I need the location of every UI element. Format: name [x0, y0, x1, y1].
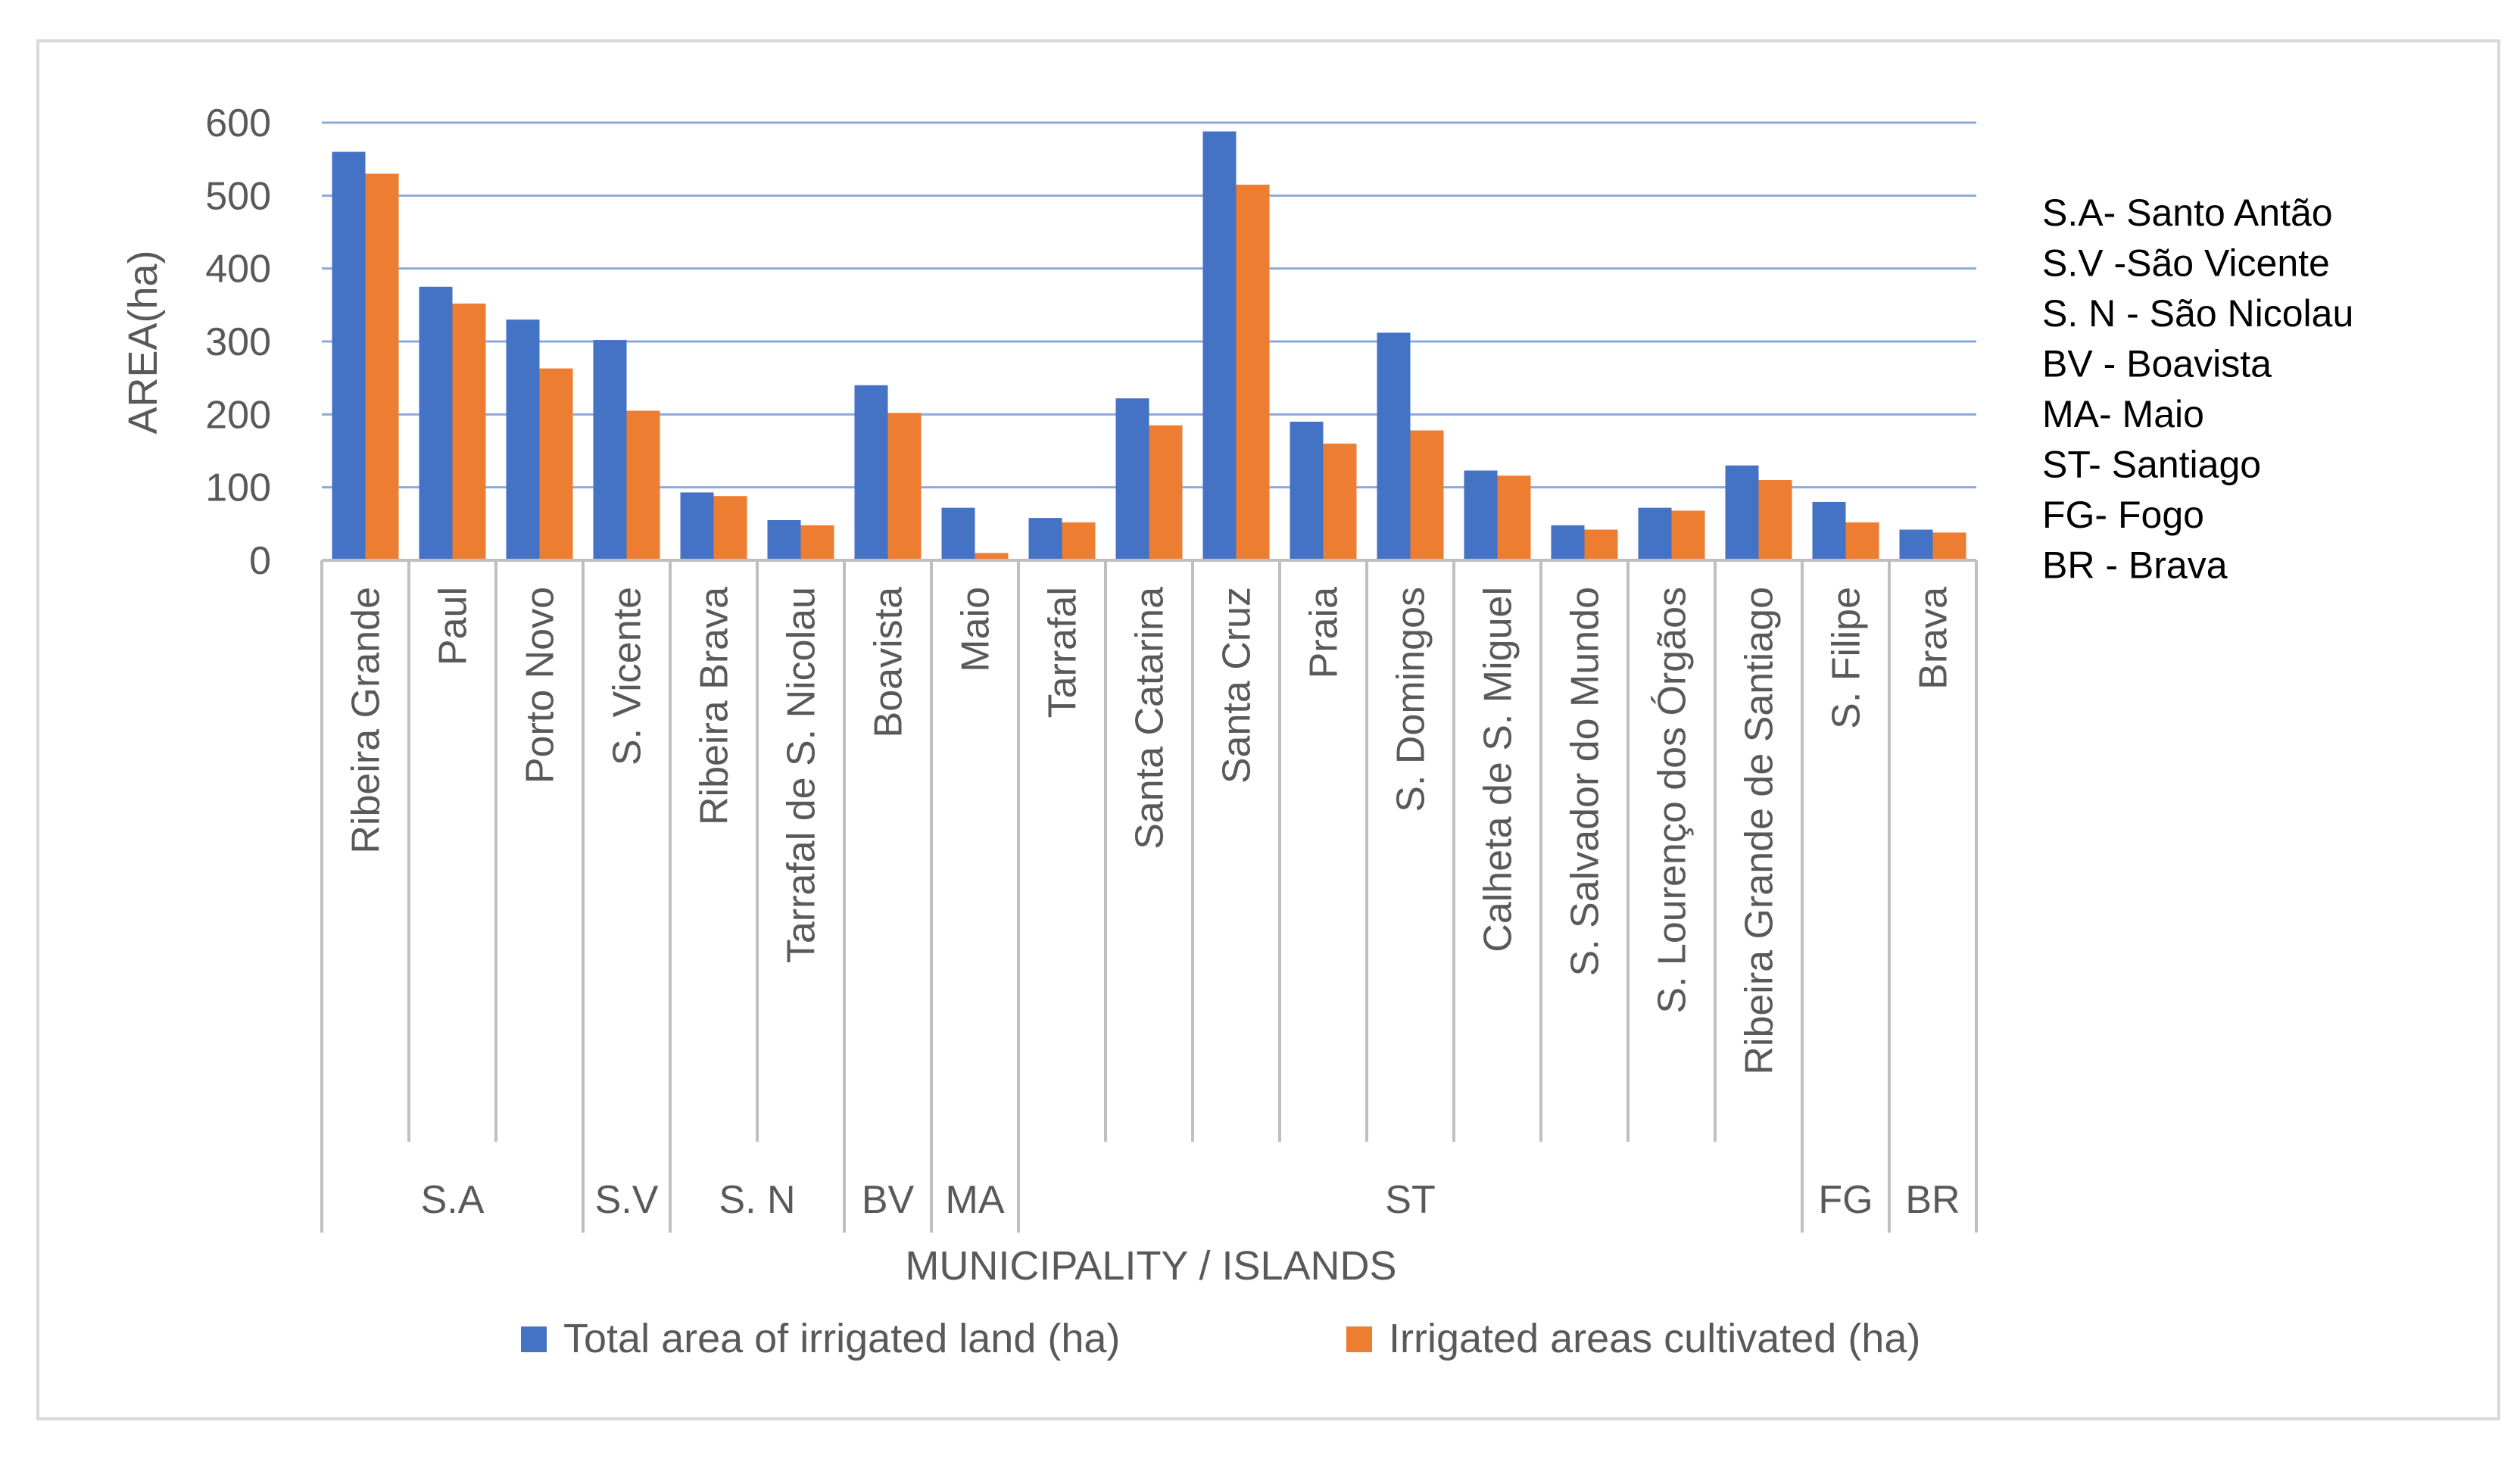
bar-s-filipe-cultivated	[1845, 522, 1879, 560]
bar-s-vicente-total	[593, 340, 627, 560]
bar-porto-novo-cultivated	[539, 368, 573, 560]
category-label-tarrafal-de-s-nicolau: Tarrafal de S. Nicolau	[780, 587, 824, 963]
category-label-s-lourenco-dos-orgaos: S. Lourenço dos Órgãos	[1651, 587, 1695, 1014]
legend-label-total: Total area of irrigated land (ha)	[563, 1316, 1120, 1361]
bar-paul-cultivated	[452, 303, 486, 560]
y-tick-600: 600	[205, 101, 271, 145]
annotation-s-2: S. N - São Nicolau	[2042, 292, 2353, 335]
bar-ribeira-grande-de-santiago-total	[1725, 465, 1759, 560]
category-label-s-filipe: S. Filipe	[1825, 587, 1869, 729]
annotation-fg-6: FG- Fogo	[2042, 494, 2204, 536]
category-label-s-domingos: S. Domingos	[1389, 587, 1433, 812]
legend-label-cultivated: Irrigated areas cultivated (ha)	[1389, 1316, 1920, 1361]
bar-ribeira-brava-cultivated	[713, 496, 747, 560]
bar-calheta-de-s-miguel-total	[1464, 470, 1498, 560]
bar-porto-novo-total	[506, 320, 540, 560]
category-label-santa-cruz: Santa Cruz	[1215, 587, 1259, 784]
category-label-tarrafal: Tarrafal	[1041, 587, 1085, 718]
group-label-fg: FG	[1818, 1178, 1873, 1222]
category-label-s-salvador-do-mundo: S. Salvador do Mundo	[1564, 587, 1608, 977]
bar-ribeira-grande-total	[332, 151, 366, 561]
y-tick-400: 400	[205, 248, 271, 291]
category-label-porto-novo: Porto Novo	[519, 587, 563, 784]
bar-maio-cultivated	[975, 553, 1009, 560]
island-abbreviations: S.A- Santo Antão S.V -São Vicente S. N - S…	[2042, 192, 2353, 587]
y-tick-100: 100	[205, 466, 271, 510]
y-axis-title: AREA(ha)	[120, 250, 166, 434]
category-label-ribeira-grande-de-santiago: Ribeira Grande de Santiago	[1738, 587, 1782, 1075]
annotation-br-7: BR - Brava	[2042, 544, 2228, 587]
bar-s-filipe-total	[1812, 501, 1846, 560]
category-labels: Ribeira Grande Paul Porto Novo S. Vicente Ri…	[345, 587, 1956, 1075]
bar-s-domingos-total	[1377, 332, 1411, 560]
group-label-s-v: S.V	[595, 1178, 659, 1222]
legend-swatch-total	[521, 1326, 547, 1352]
bar-santa-catarina-cultivated	[1149, 425, 1183, 560]
category-label-ribeira-brava: Ribeira Brava	[693, 587, 737, 825]
bar-s-lourenco-dos-orgaos-cultivated	[1671, 510, 1705, 560]
annotation-s-v-1: S.V -São Vicente	[2042, 242, 2330, 285]
bar-tarrafal-de-s-nicolau-cultivated	[800, 525, 834, 560]
group-label-st: ST	[1385, 1178, 1435, 1222]
category-label-ribeira-grande: Ribeira Grande	[345, 587, 388, 854]
annotation-s-a-0: S.A- Santo Antão	[2042, 192, 2333, 234]
bar-brava-cultivated	[1932, 532, 1966, 560]
bar-tarrafal-de-s-nicolau-total	[767, 520, 801, 560]
category-label-calheta-de-s-miguel: Calheta de S. Miguel	[1477, 587, 1520, 952]
bar-boavista-total	[854, 385, 888, 560]
bar-ribeira-brava-total	[680, 492, 714, 560]
category-label-maio: Maio	[954, 587, 998, 672]
bar-s-salvador-do-mundo-cultivated	[1584, 529, 1618, 560]
y-tick-labels: 0 100 200 300 400 500 600	[205, 101, 271, 583]
legend: Total area of irrigated land (ha) Irrigat…	[521, 1316, 1920, 1361]
category-label-brava: Brava	[1912, 587, 1956, 690]
bar-santa-cruz-cultivated	[1236, 184, 1270, 560]
bar-s-vicente-cultivated	[626, 410, 660, 560]
bar-praia-cultivated	[1323, 443, 1357, 560]
group-label-ma: MA	[946, 1178, 1005, 1222]
legend-swatch-cultivated	[1346, 1326, 1372, 1352]
bar-tarrafal-cultivated	[1062, 522, 1096, 560]
annotation-bv-3: BV - Boavista	[2042, 343, 2272, 385]
group-label-s-n: S. N	[719, 1178, 795, 1222]
y-tick-300: 300	[205, 320, 271, 364]
group-label-bv: BV	[862, 1178, 915, 1222]
group-label-br: BR	[1905, 1178, 1960, 1222]
bar-tarrafal-total	[1028, 518, 1062, 560]
bar-ribeira-grande-de-santiago-cultivated	[1758, 480, 1792, 560]
category-label-boavista: Boavista	[867, 587, 911, 738]
annotation-ma-4: MA- Maio	[2042, 393, 2204, 435]
bar-santa-cruz-total	[1202, 131, 1237, 560]
group-labels: S.A S.V S. N BV MA ST FG BR	[421, 1178, 1960, 1222]
bar-santa-catarina-total	[1115, 398, 1149, 560]
x-axis-title: MUNICIPALITY / ISLANDS	[905, 1243, 1396, 1289]
bar-praia-total	[1290, 421, 1324, 560]
y-tick-0: 0	[249, 539, 271, 583]
y-tick-200: 200	[205, 393, 271, 437]
annotation-st-5: ST- Santiago	[2042, 444, 2261, 486]
bars	[332, 131, 1966, 561]
bar-paul-total	[419, 286, 453, 560]
group-label-s-a: S.A	[421, 1178, 485, 1222]
bar-calheta-de-s-miguel-cultivated	[1497, 475, 1531, 560]
bar-maio-total	[941, 507, 975, 560]
category-label-s-vicente: S. Vicente	[606, 587, 650, 765]
bar-s-salvador-do-mundo-total	[1551, 525, 1585, 560]
y-tick-500: 500	[205, 174, 271, 218]
bar-boavista-cultivated	[887, 413, 922, 560]
axes	[320, 559, 1978, 1233]
bar-s-domingos-cultivated	[1410, 430, 1444, 560]
bar-s-lourenco-dos-orgaos-total	[1638, 507, 1672, 560]
bar-ribeira-grande-cultivated	[365, 173, 399, 560]
category-label-praia: Praia	[1302, 587, 1346, 678]
category-label-paul: Paul	[432, 587, 476, 666]
category-label-santa-catarina: Santa Catarina	[1128, 587, 1172, 849]
bar-brava-total	[1899, 529, 1933, 560]
